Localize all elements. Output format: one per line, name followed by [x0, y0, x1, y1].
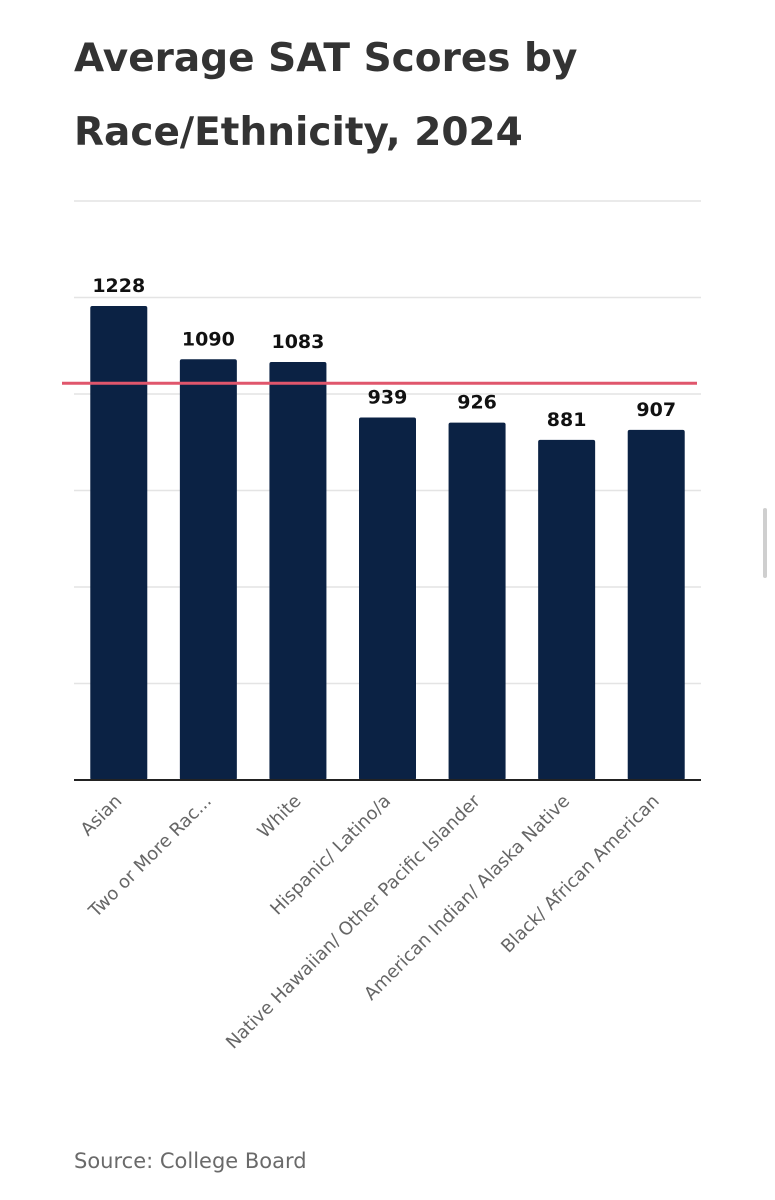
scrollbar-thumb[interactable]: [763, 508, 767, 578]
data-label: 1228: [92, 275, 145, 297]
data-label: 907: [636, 399, 676, 421]
data-label: 1083: [271, 331, 324, 353]
bar: [269, 361, 327, 780]
bar: [538, 439, 596, 780]
data-label: 1090: [182, 328, 235, 350]
source-note: Source: College Board: [74, 1149, 307, 1173]
data-label: 881: [547, 409, 587, 431]
bar: [359, 417, 416, 780]
data-label: 939: [368, 387, 408, 409]
data-labels: 1228 1090 1083 939 926 881 907: [92, 275, 676, 431]
bar: [90, 305, 148, 780]
x-tick-label: Black/ African American: [497, 791, 664, 958]
bars: [90, 305, 685, 780]
chart-title: Average SAT Scores by Race/Ethnicity, 20…: [74, 36, 578, 155]
data-label: 926: [457, 392, 497, 414]
x-tick-label: Asian: [77, 791, 127, 841]
bar: [179, 359, 237, 780]
bar: [448, 422, 506, 780]
bar: [627, 429, 685, 780]
x-tick-label: White: [254, 791, 306, 843]
